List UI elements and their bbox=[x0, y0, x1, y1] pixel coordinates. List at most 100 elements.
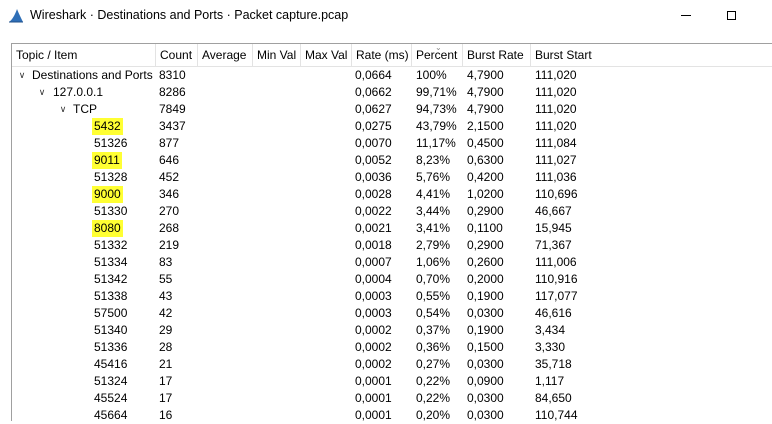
burst-start-cell: 110,696 bbox=[535, 187, 578, 201]
tree-row[interactable]: 51328 452 0,0036 5,76% 0,4200 111,036 bbox=[12, 169, 772, 186]
tree-row[interactable]: 51342 55 0,0004 0,70% 0,2000 110,916 bbox=[12, 271, 772, 288]
tree-row[interactable]: 5432 3437 0,0275 43,79% 2,1500 111,020 bbox=[12, 118, 772, 135]
count-cell: 8310 bbox=[159, 68, 186, 82]
rate-cell: 0,0664 bbox=[355, 68, 392, 82]
burst-rate-cell: 0,0300 bbox=[467, 408, 504, 422]
tree-row[interactable]: 51324 17 0,0001 0,22% 0,0900 1,117 bbox=[12, 373, 772, 390]
header-topic-item[interactable]: Topic / Item bbox=[12, 44, 156, 66]
tree-row[interactable]: 51340 29 0,0002 0,37% 0,1900 3,434 bbox=[12, 322, 772, 339]
percent-cell: 99,71% bbox=[416, 85, 457, 99]
percent-cell: 4,41% bbox=[416, 187, 451, 201]
header-max-val[interactable]: Max Val bbox=[301, 44, 352, 66]
topic-item-cell: 51342 bbox=[94, 272, 128, 286]
rate-cell: 0,0022 bbox=[355, 204, 392, 218]
burst-start-cell: 46,616 bbox=[535, 306, 572, 320]
burst-rate-cell: 0,2900 bbox=[467, 238, 504, 252]
percent-cell: 0,22% bbox=[416, 374, 451, 388]
topic-item-cell: 51326 bbox=[94, 136, 128, 150]
rate-cell: 0,0275 bbox=[355, 119, 392, 133]
burst-rate-cell: 0,2000 bbox=[467, 272, 504, 286]
tree-row[interactable]: 51330 270 0,0022 3,44% 0,2900 46,667 bbox=[12, 203, 772, 220]
tree-row[interactable]: 51334 83 0,0007 1,06% 0,2600 111,006 bbox=[12, 254, 772, 271]
header-average[interactable]: Average bbox=[198, 44, 253, 66]
rate-cell: 0,0036 bbox=[355, 170, 392, 184]
tree-row[interactable]: 9011 646 0,0052 8,23% 0,6300 111,027 bbox=[12, 152, 772, 169]
tree-row[interactable]: ∨ Destinations and Ports 8310 0,0664 100% 4,7… bbox=[12, 67, 772, 84]
rate-cell: 0,0007 bbox=[355, 255, 392, 269]
column-header-row: Topic / Item Count Average Min Val Max V… bbox=[12, 43, 772, 67]
rate-cell: 0,0018 bbox=[355, 238, 392, 252]
percent-cell: 0,22% bbox=[416, 391, 451, 405]
tree-row[interactable]: 45416 21 0,0002 0,27% 0,0300 35,718 bbox=[12, 356, 772, 373]
percent-cell: 5,76% bbox=[416, 170, 451, 184]
statistics-tree[interactable]: Topic / Item Count Average Min Val Max V… bbox=[11, 43, 772, 424]
count-cell: 7849 bbox=[159, 102, 186, 116]
rate-cell: 0,0001 bbox=[355, 408, 392, 422]
percent-cell: 11,17% bbox=[416, 136, 456, 150]
percent-cell: 0,36% bbox=[416, 340, 451, 354]
header-burst-start[interactable]: Burst Start bbox=[535, 48, 592, 62]
count-cell: 268 bbox=[159, 221, 180, 235]
tree-row[interactable]: 8080 268 0,0021 3,41% 0,1100 15,945 bbox=[12, 220, 772, 237]
wireshark-fin-icon bbox=[9, 9, 23, 23]
minimize-button[interactable] bbox=[666, 4, 706, 26]
topic-item-cell: 51330 bbox=[94, 204, 128, 218]
expand-chevron-icon[interactable]: ∨ bbox=[59, 104, 67, 114]
count-cell: 28 bbox=[159, 340, 173, 354]
maximize-button[interactable] bbox=[711, 4, 751, 26]
count-cell: 55 bbox=[159, 272, 173, 286]
topic-item-cell: 5432 bbox=[92, 118, 123, 135]
maximize-icon bbox=[726, 10, 736, 20]
burst-start-cell: 111,020 bbox=[535, 85, 577, 99]
header-percent[interactable]: Percent bbox=[412, 44, 463, 66]
tree-row[interactable]: 51338 43 0,0003 0,55% 0,1900 117,077 bbox=[12, 288, 772, 305]
rate-cell: 0,0662 bbox=[355, 85, 392, 99]
topic-item-cell: Destinations and Ports bbox=[32, 68, 153, 82]
header-count[interactable]: Count bbox=[156, 44, 198, 66]
header-min-val[interactable]: Min Val bbox=[253, 44, 301, 66]
burst-start-cell: 35,718 bbox=[535, 357, 572, 371]
rate-cell: 0,0002 bbox=[355, 357, 392, 371]
percent-cell: 1,06% bbox=[416, 255, 451, 269]
tree-row[interactable]: ∨ 127.0.0.1 8286 0,0662 99,71% 4,7900 111,020 bbox=[12, 84, 772, 101]
rate-cell: 0,0002 bbox=[355, 323, 392, 337]
burst-start-cell: 84,650 bbox=[535, 391, 572, 405]
tree-row[interactable]: 9000 346 0,0028 4,41% 1,0200 110,696 bbox=[12, 186, 772, 203]
tree-row[interactable]: 45524 17 0,0001 0,22% 0,0300 84,650 bbox=[12, 390, 772, 407]
tree-row[interactable]: 57500 42 0,0003 0,54% 0,0300 46,616 bbox=[12, 305, 772, 322]
burst-start-cell: 111,020 bbox=[535, 68, 577, 82]
burst-start-cell: 111,006 bbox=[535, 255, 577, 269]
burst-start-cell: 46,667 bbox=[535, 204, 572, 218]
burst-start-cell: 111,036 bbox=[535, 170, 577, 184]
burst-rate-cell: 0,4500 bbox=[467, 136, 504, 150]
burst-start-cell: 117,077 bbox=[535, 289, 578, 303]
tree-row[interactable]: ∨ TCP 7849 0,0627 94,73% 4,7900 111,020 bbox=[12, 101, 772, 118]
rate-cell: 0,0028 bbox=[355, 187, 392, 201]
expand-chevron-icon[interactable]: ∨ bbox=[38, 87, 46, 97]
burst-rate-cell: 4,7900 bbox=[467, 68, 504, 82]
tree-row[interactable]: 51326 877 0,0070 11,17% 0,4500 111,084 bbox=[12, 135, 772, 152]
header-burst-rate[interactable]: Burst Rate bbox=[463, 44, 531, 66]
count-cell: 42 bbox=[159, 306, 173, 320]
burst-rate-cell: 4,7900 bbox=[467, 85, 504, 99]
tree-row[interactable]: 51332 219 0,0018 2,79% 0,2900 71,367 bbox=[12, 237, 772, 254]
burst-start-cell: 1,117 bbox=[535, 374, 565, 388]
burst-rate-cell: 0,4200 bbox=[467, 170, 504, 184]
count-cell: 83 bbox=[159, 255, 173, 269]
tree-row[interactable]: 45664 16 0,0001 0,20% 0,0300 110,744 bbox=[12, 407, 772, 424]
rate-cell: 0,0003 bbox=[355, 306, 392, 320]
rate-cell: 0,0001 bbox=[355, 391, 392, 405]
topic-item-cell: 8080 bbox=[92, 220, 123, 237]
title-bar: Wireshark · Destinations and Ports · Pac… bbox=[0, 0, 772, 32]
count-cell: 17 bbox=[159, 391, 173, 405]
burst-rate-cell: 0,1900 bbox=[467, 289, 504, 303]
topic-item-cell: 57500 bbox=[94, 306, 128, 320]
tree-row[interactable]: 51336 28 0,0002 0,36% 0,1500 3,330 bbox=[12, 339, 772, 356]
expand-chevron-icon[interactable]: ∨ bbox=[18, 70, 26, 80]
burst-rate-cell: 0,2600 bbox=[467, 255, 504, 269]
topic-item-cell: 51338 bbox=[94, 289, 128, 303]
header-rate[interactable]: Rate (ms) bbox=[352, 44, 412, 66]
percent-cell: 100% bbox=[416, 68, 447, 82]
rate-cell: 0,0004 bbox=[355, 272, 392, 286]
rate-cell: 0,0003 bbox=[355, 289, 392, 303]
